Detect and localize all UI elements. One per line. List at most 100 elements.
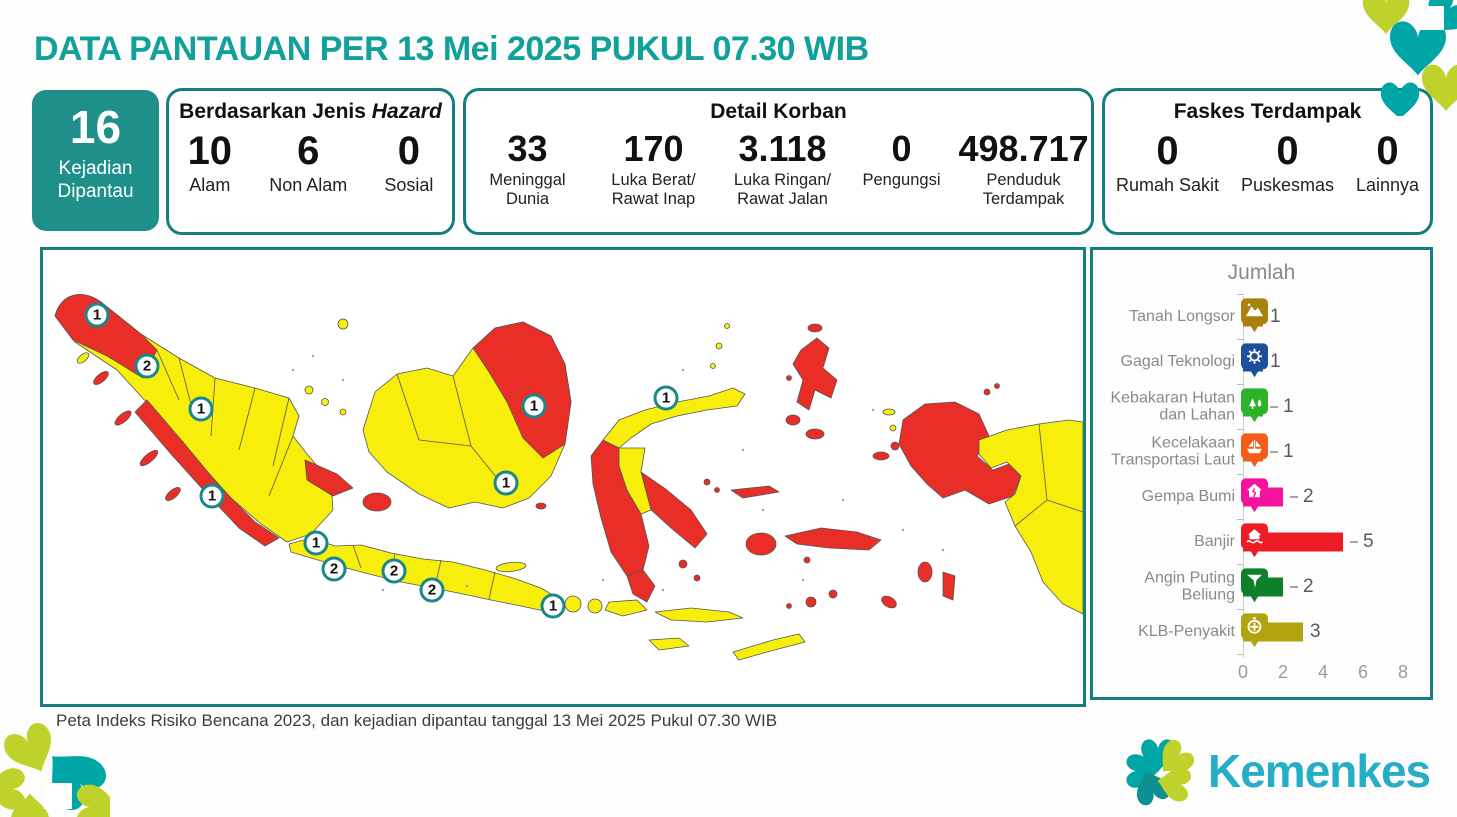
chart-row: Gempa Bumi 2 (1093, 474, 1430, 519)
chart-category-label: KLB-Penyakit (1138, 622, 1235, 640)
chart-category-label: Tanah Longsor (1129, 307, 1235, 325)
victim-label: Pengungsi (862, 170, 941, 189)
chart-rows: Tanah Longsor 1 Gagal Teknologi 1 Kebakaran … (1093, 294, 1430, 654)
victim-value: 498.717 (958, 128, 1089, 169)
axis-tick (1237, 429, 1244, 430)
hazard-title-prefix: Berdasarkan Jenis (179, 100, 372, 123)
chart-category-label: Kebakaran Hutan dan Lahan (1110, 388, 1235, 424)
bar-whisker (1290, 585, 1298, 588)
victim-item: 3.118 Luka Ringan/ Rawat Jalan (721, 130, 845, 209)
chart-axis-line (1243, 296, 1244, 658)
landslide-icon (1241, 297, 1268, 332)
hazard-item: 0 Sosial (384, 130, 433, 196)
hazard-value: 10 (187, 129, 233, 173)
axis-tick (1237, 384, 1244, 385)
hazard-type-card: Berdasarkan Jenis Hazard 10 Alam 6 Non A… (166, 88, 455, 235)
victim-detail-card: Detail Korban 33 Meninggal Dunia 170 Luk… (463, 88, 1094, 235)
axis-tick (1237, 654, 1244, 655)
x-axis-tick-label: 2 (1277, 662, 1288, 682)
faskes-value: 0 (1156, 129, 1179, 173)
victim-label: Penduduk Terdampak (982, 170, 1065, 208)
map-marker: 1 (188, 396, 214, 422)
chart-row: Angin Puting Beliung 2 (1093, 564, 1430, 609)
earthquake-icon (1241, 477, 1268, 512)
hazard-item: 6 Non Alam (269, 130, 347, 196)
page-title: DATA PANTAUAN PER 13 Mei 2025 PUKUL 07.3… (34, 30, 869, 68)
victim-value: 170 (623, 128, 684, 169)
faskes-item: 0 Puskesmas (1241, 130, 1334, 196)
map-marker: 2 (321, 556, 347, 582)
faskes-value: 0 (1376, 129, 1399, 173)
faskes-item: 0 Lainnya (1356, 130, 1419, 196)
bar-whisker (1290, 495, 1298, 498)
tornado-icon (1241, 567, 1268, 602)
faskes-value: 0 (1276, 129, 1299, 173)
map-marker: 1 (521, 393, 547, 419)
axis-tick (1237, 294, 1244, 295)
corner-decoration-bottom-left (0, 723, 110, 817)
hazard-label: Sosial (384, 175, 434, 195)
victim-card-title: Detail Korban (710, 100, 847, 123)
bar-whisker (1350, 540, 1358, 543)
chart-row: Kecelakaan Transportasi Laut 1 (1093, 429, 1430, 474)
axis-tick (1237, 474, 1244, 475)
map-marker: 1 (540, 593, 566, 619)
victim-item: 498.717 Penduduk Terdampak (959, 130, 1089, 209)
hazard-label: Non Alam (269, 175, 348, 195)
forest-fire-icon (1241, 387, 1268, 422)
ship-accident-icon (1241, 432, 1268, 467)
map-caption: Peta Indeks Risiko Bencana 2023, dan kej… (56, 711, 778, 730)
bar-whisker (1270, 405, 1278, 408)
map-marker: 2 (381, 558, 407, 584)
chart-category-label: Kecelakaan Transportasi Laut (1111, 433, 1235, 469)
chart-title: Jumlah (1227, 261, 1296, 284)
summary-card: 16 Kejadian Dipantau (32, 90, 159, 231)
faskes-label: Rumah Sakit (1115, 175, 1220, 195)
x-axis-tick-label: 4 (1317, 662, 1328, 682)
event-count-chart-panel: Jumlah Tanah Longsor 1 Gagal Teknologi 1 Keb… (1090, 247, 1433, 700)
disease-outbreak-icon (1241, 612, 1268, 647)
faskes-item: 0 Rumah Sakit (1116, 130, 1219, 196)
x-axis-tick-label: 0 (1237, 662, 1248, 682)
victim-label: Luka Ringan/ Rawat Jalan (733, 170, 832, 208)
map-marker: 1 (199, 483, 225, 509)
map-marker: 2 (134, 353, 160, 379)
summary-count: 16 (69, 101, 122, 153)
faskes-card: Faskes Terdampak 0 Rumah Sakit 0 Puskesm… (1102, 88, 1433, 235)
hazard-label: Alam (189, 175, 231, 195)
chart-value: 1 (1270, 350, 1281, 372)
chart-value: 1 (1270, 396, 1294, 418)
kemenkes-logo-text: Kemenkes (1208, 745, 1431, 797)
chart-value: 1 (1270, 441, 1294, 463)
hazard-item: 10 Alam (188, 130, 233, 196)
map-marker: 1 (653, 385, 679, 411)
chart-category-label: Gempa Bumi (1141, 487, 1235, 505)
chart-row: Tanah Longsor 1 (1093, 294, 1430, 339)
map-marker: 2 (419, 577, 445, 603)
map-marker: 1 (84, 302, 110, 328)
x-axis-tick-label: 6 (1357, 662, 1368, 682)
indonesia-map (54, 294, 1083, 661)
faskes-card-title: Faskes Terdampak (1173, 100, 1362, 123)
technology-failure-icon (1241, 342, 1268, 377)
axis-tick (1237, 519, 1244, 520)
bar-whisker (1270, 450, 1278, 453)
hazard-value: 6 (297, 129, 320, 173)
axis-tick (1237, 564, 1244, 565)
x-axis-tick-label: 8 (1397, 662, 1408, 682)
chart-value: 2 (1290, 486, 1314, 508)
victim-label: Luka Berat/ Rawat Inap (611, 170, 696, 208)
hazard-value: 0 (397, 129, 421, 173)
kemenkes-logo-icon (1126, 739, 1195, 806)
chart-value: 5 (1350, 531, 1374, 553)
chart-row: Kebakaran Hutan dan Lahan 1 (1093, 384, 1430, 429)
chart-category-label: Gagal Teknologi (1120, 352, 1235, 370)
victim-item: 0 Pengungsi (850, 130, 954, 190)
victim-item: 33 Meninggal Dunia (469, 130, 587, 209)
chart-row: Gagal Teknologi 1 (1093, 339, 1430, 384)
chart-value: 3 (1310, 620, 1321, 642)
map-marker: 1 (493, 470, 519, 496)
chart-value: 1 (1270, 305, 1281, 327)
chart-body: Tanah Longsor 1 Gagal Teknologi 1 Kebakaran … (1093, 250, 1430, 697)
